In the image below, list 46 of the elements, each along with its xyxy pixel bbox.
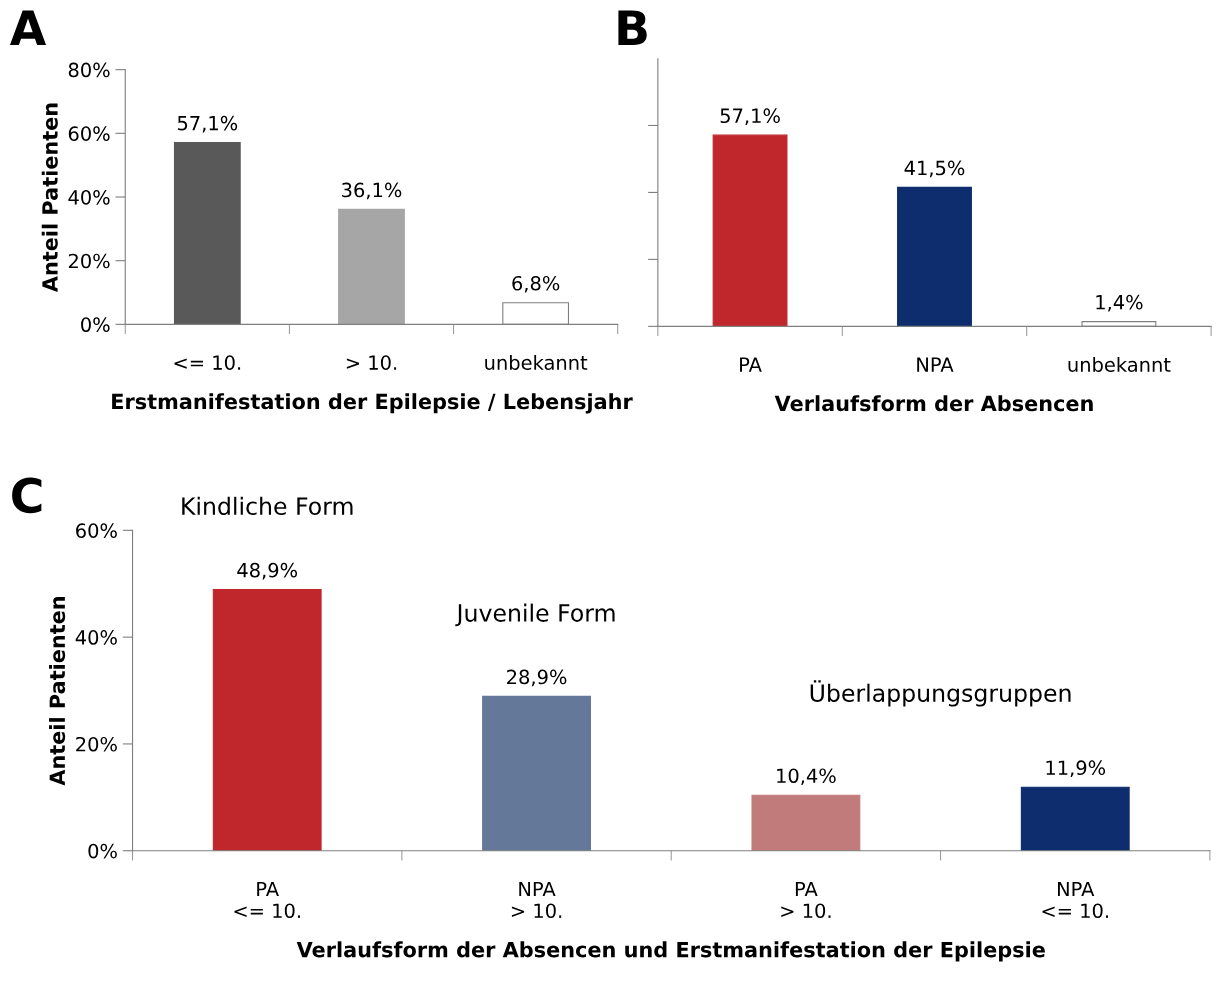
- y-tick-label: 40%: [68, 189, 110, 205]
- y-axis-title: Anteil Patienten: [49, 596, 66, 786]
- y-tick-label: 20%: [68, 253, 110, 269]
- bar: [751, 794, 861, 851]
- data-label: 11,9%: [1046, 760, 1106, 778]
- text: Kindliche Form: [182, 496, 353, 516]
- data-label: 57,1%: [177, 115, 238, 133]
- x-axis-title: Verlaufsform der Absencen und Erstmanifestation der Epilepsie: [296, 941, 1045, 962]
- x-tick-label: unbekannt: [485, 354, 588, 370]
- y-tick-label: 20%: [76, 736, 117, 752]
- x-tick-label: <= 10.: [174, 355, 241, 370]
- y-axis-title: Anteil Patienten: [41, 103, 58, 293]
- annotation: Juvenile Form: [455, 603, 615, 627]
- data-label: 10,4%: [777, 768, 836, 786]
- bar: [1020, 786, 1130, 851]
- data-label: 28,9%: [507, 669, 567, 687]
- x-tick-label: > 10.: [346, 355, 397, 370]
- x-axis-title: Erstmanifestation der Epilepsie / Lebensjahr: [112, 393, 633, 414]
- x-tick-label: NPA > 10.: [511, 881, 562, 919]
- data-label: 57,1%: [720, 108, 780, 126]
- data-label: 41,5%: [904, 160, 965, 178]
- y-tick-label: 80%: [68, 62, 110, 78]
- data-label: 1,4%: [1096, 294, 1143, 312]
- x-tick-label: PA <= 10.: [234, 881, 300, 919]
- bar: [212, 589, 322, 851]
- bar: [173, 142, 241, 325]
- annotation: Überlappungsgruppen: [810, 680, 1071, 707]
- chart-title: C: [12, 477, 42, 514]
- data-label: 6,8%: [512, 275, 560, 293]
- y-tick-label: 60%: [68, 126, 110, 141]
- y-tick-label: 0%: [81, 317, 110, 333]
- x-tick-label: unbekannt: [1068, 356, 1171, 372]
- y-tick-label: 0%: [88, 843, 117, 859]
- x-tick-label: NPA: [917, 357, 954, 372]
- y-tick-label: 40%: [75, 630, 117, 645]
- x-tick-label: NPA <= 10.: [1042, 881, 1108, 919]
- y-tick-label: 60%: [76, 523, 117, 538]
- x-tick-label: PA > 10.: [781, 881, 831, 919]
- x-tick-label: PA: [740, 357, 762, 372]
- data-label: 48,9%: [237, 562, 298, 580]
- bar: [338, 208, 405, 325]
- x-axis-title: Verlaufsform der Absencen: [774, 395, 1093, 412]
- chart-title: B: [618, 10, 647, 45]
- bar: [482, 695, 591, 851]
- data-label: 36,1%: [342, 182, 402, 200]
- chart-title: A: [9, 10, 47, 45]
